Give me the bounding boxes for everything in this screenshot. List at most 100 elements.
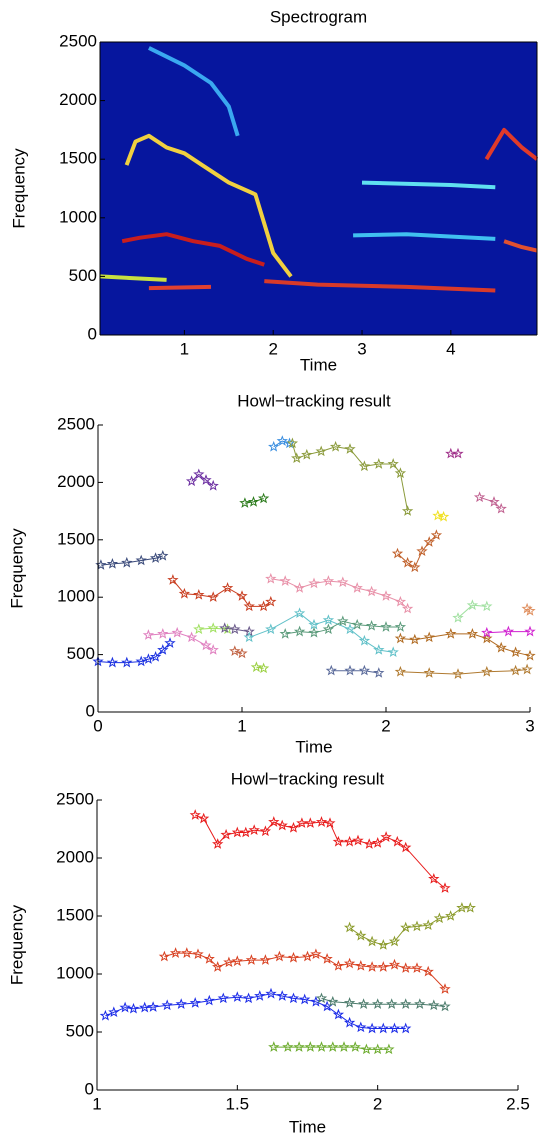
track-marker	[372, 998, 384, 1009]
chart-title: Howl−tracking result	[237, 391, 391, 410]
track-marker	[315, 992, 328, 1004]
track-marker	[108, 1006, 120, 1018]
track-marker	[365, 585, 378, 597]
track-marker	[321, 953, 333, 964]
track-line	[191, 473, 214, 487]
track-marker	[296, 817, 308, 828]
chart-title: Howl−tracking result	[231, 769, 385, 788]
track-marker	[400, 962, 412, 973]
track-marker	[344, 623, 356, 635]
track-marker	[200, 639, 212, 651]
track-marker	[372, 1043, 384, 1055]
y-tick-label: 1500	[56, 905, 94, 924]
ridge	[124, 133, 293, 278]
track-marker	[265, 572, 277, 584]
track-marker	[502, 625, 515, 637]
track-marker	[273, 950, 286, 962]
track-marker	[248, 824, 260, 835]
track-marker	[411, 920, 423, 932]
track-marker	[147, 1001, 159, 1012]
track-marker	[207, 644, 219, 655]
ridge	[353, 232, 496, 241]
track-marker	[422, 919, 434, 931]
track-marker	[142, 653, 155, 664]
track-line	[331, 670, 379, 674]
track-marker	[380, 590, 392, 601]
y-tick-label: 1000	[59, 207, 97, 226]
ridge	[121, 232, 265, 267]
track-marker	[157, 644, 169, 655]
track-marker	[351, 618, 363, 630]
track-marker	[175, 998, 187, 1009]
track-marker	[207, 591, 219, 602]
track-marker	[391, 835, 403, 847]
track-marker	[414, 998, 426, 1009]
track-marker	[259, 954, 272, 965]
track-marker	[257, 492, 270, 504]
track-marker	[293, 1041, 305, 1052]
track-marker	[181, 947, 193, 958]
track-marker	[351, 582, 363, 593]
track-marker	[308, 618, 320, 630]
track-marker	[283, 437, 296, 449]
chart: Howl−tracking result Time Frequency 0 500 100…	[7, 391, 536, 756]
track-marker	[366, 961, 378, 972]
track-marker	[343, 921, 356, 933]
y-axis-label: Frequency	[9, 148, 28, 229]
track-marker	[236, 647, 248, 659]
track-marker	[243, 631, 255, 643]
track-marker	[276, 435, 288, 446]
y-tick-label: 0	[86, 701, 95, 720]
track-marker	[171, 626, 183, 638]
track-marker	[310, 948, 322, 960]
track-marker	[193, 623, 205, 635]
track-marker	[315, 445, 327, 457]
track-marker	[212, 961, 224, 972]
track-marker	[304, 1041, 316, 1052]
track-marker	[388, 1022, 401, 1034]
track-line	[164, 952, 446, 990]
track-marker	[409, 633, 421, 645]
y-tick-label: 500	[67, 644, 95, 663]
track-marker	[293, 625, 306, 637]
track-marker	[142, 629, 155, 640]
track-marker	[380, 831, 392, 842]
track-line	[479, 496, 502, 510]
track-marker	[301, 448, 313, 460]
ridge	[99, 274, 167, 282]
track-line	[285, 620, 401, 635]
track-marker	[416, 545, 428, 557]
track-marker	[223, 956, 235, 968]
track-line	[195, 814, 446, 889]
track-marker	[119, 1001, 131, 1013]
track-marker	[332, 1008, 345, 1020]
y-tick-label: 500	[69, 266, 97, 285]
track-marker	[394, 665, 407, 677]
track-marker	[167, 574, 179, 585]
track-marker	[135, 554, 147, 566]
track-marker	[401, 556, 414, 568]
track-marker	[282, 1041, 294, 1052]
track-marker	[332, 959, 345, 971]
track-marker	[324, 817, 336, 828]
track-marker	[189, 809, 201, 820]
track-line	[400, 633, 531, 657]
chart: Spectrogram Time Frequency 0 500 1000 1500 2000…	[9, 7, 538, 374]
track-marker	[481, 626, 493, 638]
x-tick-label: 2.5	[506, 1094, 530, 1113]
track-marker	[127, 1002, 140, 1014]
track-marker	[524, 649, 536, 661]
track-marker	[481, 665, 493, 677]
track-line	[224, 627, 250, 633]
track-marker	[373, 644, 385, 655]
track-marker	[428, 872, 440, 884]
track-marker	[293, 582, 306, 593]
track-marker	[268, 440, 280, 452]
track-marker	[322, 614, 335, 625]
track-marker	[509, 664, 522, 676]
track-marker	[337, 576, 349, 588]
track-marker	[358, 634, 371, 646]
track-marker	[325, 664, 337, 676]
track-marker	[99, 1009, 112, 1021]
track-marker	[207, 622, 219, 633]
